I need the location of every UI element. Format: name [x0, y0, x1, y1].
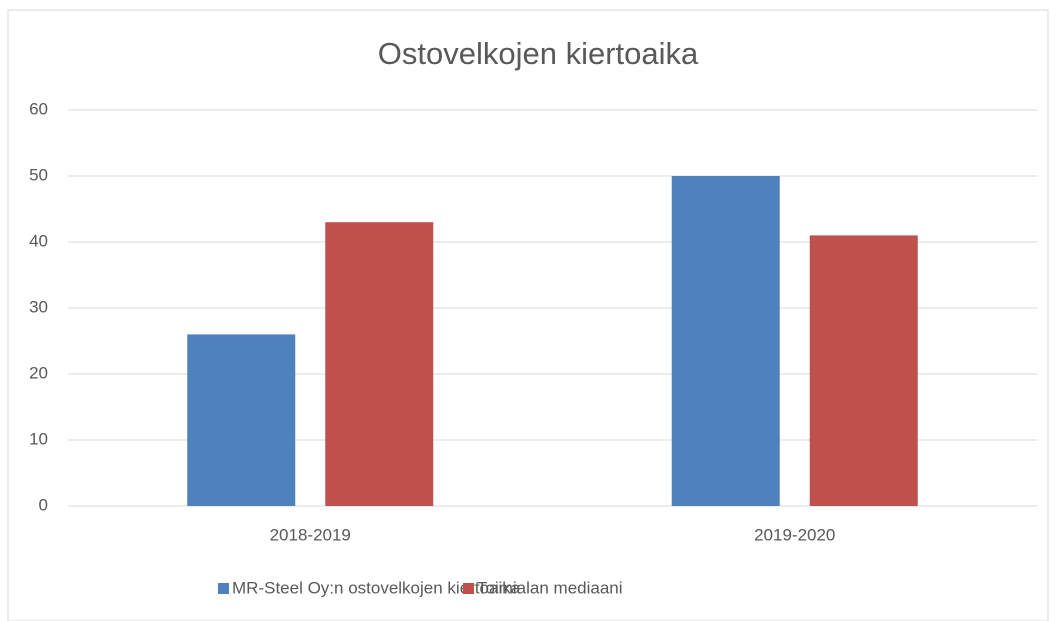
y-tick-label: 50 [29, 165, 48, 184]
legend-swatch [218, 583, 229, 594]
y-tick-label: 20 [29, 363, 48, 382]
bar [325, 222, 434, 506]
x-tick-label: 2018-2019 [270, 525, 351, 544]
legend-swatch [463, 583, 474, 594]
legend-label: MR-Steel Oy:n ostovelkojen kiertoaika [232, 578, 521, 597]
legend-label: Toimialan mediaani [477, 578, 623, 597]
y-tick-label: 40 [29, 231, 48, 250]
y-tick-label: 0 [39, 495, 48, 514]
x-tick-label: 2019-2020 [754, 525, 835, 544]
y-tick-label: 30 [29, 297, 48, 316]
chart-title: Ostovelkojen kiertoaika [378, 36, 699, 71]
bar [187, 334, 296, 506]
y-tick-label: 10 [29, 429, 48, 448]
y-tick-label: 60 [29, 99, 48, 118]
bar [809, 235, 918, 506]
bar [671, 176, 780, 506]
